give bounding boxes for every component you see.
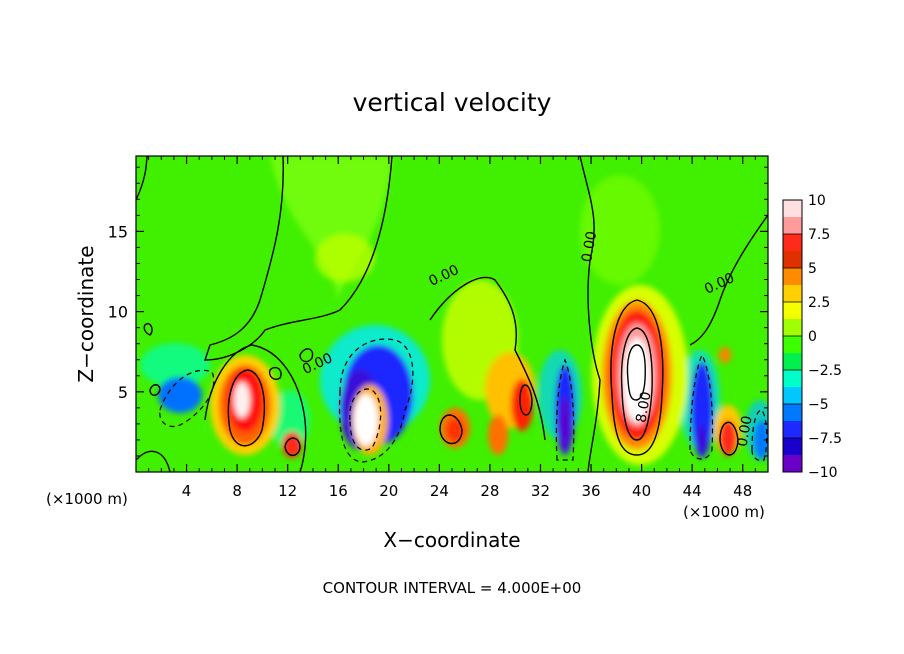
contour-label: 0.00 [579,230,600,263]
contour-left-blob [204,344,307,472]
contour-small-5 [439,414,463,445]
x-tick-label-44: 44 [683,482,702,500]
contour-label: 0.00 [735,414,756,447]
contour-interval: CONTOUR INTERVAL = 4.000E+00 [323,579,582,597]
colorbar-label: 2.5 [808,295,830,311]
dashed-33 [555,358,575,461]
dashed-49 [751,409,768,462]
x-tick-label-32: 32 [531,482,550,500]
x-tick-label-8: 8 [232,482,242,500]
colorbar-label: −10 [808,465,838,481]
contour-small-2 [143,323,153,336]
x-unit-left: (×1000 m) [46,490,128,508]
colorbar-segment [783,421,802,439]
x-tick-label-48: 48 [733,482,752,500]
contour-small-7 [519,384,533,416]
colorbar-segment [783,200,802,218]
colorbar-segment [783,251,802,269]
orange-top-47 [719,347,731,363]
dashed-main [338,338,414,463]
contour-peak-8 [227,369,265,447]
colorbar-label: 5 [808,261,817,277]
orange-28 [488,415,508,455]
blue-core-49 [754,420,768,460]
colorbar-segment [783,387,802,405]
contour-peak-40 [610,299,664,456]
contour-bottom-left [136,450,171,472]
contour-peak-40-core [626,344,646,401]
upper-plume-right [580,175,660,285]
colorbar-segment [783,370,802,388]
purple-core-45 [697,425,707,455]
y-axis-label: Z−coordinate [74,245,98,382]
y-tick-label-5: 5 [118,383,128,402]
contour-peak-40-inner [620,327,653,441]
contour-zero-3 [579,156,601,472]
colorbar-label: −2.5 [808,363,842,379]
dashed-contours [159,338,768,463]
x-tick-label-16: 16 [329,482,348,500]
x-axis: 4 8 12 16 20 24 28 32 36 40 44 48 [148,156,756,500]
colorbar-label: 10 [808,193,826,209]
contour-small-3 [268,366,282,380]
x-tick-label-40: 40 [632,482,651,500]
colorbar-segment [783,336,802,354]
red-30 [511,379,533,431]
x-axis-label: X−coordinate [383,528,520,552]
y-tick-label-10: 10 [108,303,128,322]
colorbar-segment [783,217,802,235]
contour-small-1 [149,384,161,396]
upper-plume-yellow [315,234,375,282]
x-tick-label-20: 20 [379,482,398,500]
red-47 [719,420,737,456]
x-tick-label-12: 12 [278,482,297,500]
colorbar-label: −7.5 [808,431,842,447]
colorbar-segment [783,438,802,456]
purple-core-33 [560,397,570,453]
colorbar-label: −5 [808,397,829,413]
colorbar-label: 0 [808,329,817,345]
blue-core-left [158,377,202,413]
contour-small-6 [719,421,739,456]
white-core-17 [354,394,378,446]
dashed-left [159,369,215,428]
x-tick-label-36: 36 [581,482,600,500]
chart-title: vertical velocity [353,88,552,117]
colorbar-label: 7.5 [808,227,830,243]
white-core-8 [234,382,250,418]
colorbar-segment [783,353,802,371]
y-axis: 5 10 15 [108,166,768,457]
colorbar-segment [783,285,802,303]
contour-zero-4 [689,214,768,346]
colorbar: 10 7.5 5 2.5 0 −2.5 −5 −7.5 −10 [782,193,842,481]
contour-small-8 [299,348,314,363]
dashed-inner [349,388,382,451]
colorbar-segment [783,319,802,337]
colorbar-segment [783,302,802,320]
colorbar-segment [783,455,802,473]
contour-lines [136,156,768,472]
colorbar-segment [783,268,802,286]
plot-area: 0.000.000.000.008.000.00 [136,156,768,472]
cyan-band-1 [140,343,210,387]
x-tick-label-4: 4 [182,482,192,500]
y-tick-label-15: 15 [108,222,128,241]
x-unit-right: (×1000 m) [683,503,765,521]
blue-core-45 [691,362,713,458]
upper-plume-left [270,156,392,300]
velocity-field [140,156,768,465]
contour-small-4 [284,437,301,457]
x-tick-label-28: 28 [480,482,499,500]
contour-zero-5 [429,276,546,441]
colorbar-segment [783,404,802,422]
x-tick-label-24: 24 [430,482,449,500]
contour-label: 8.00 [633,390,654,423]
colorbar-segment [783,234,802,252]
